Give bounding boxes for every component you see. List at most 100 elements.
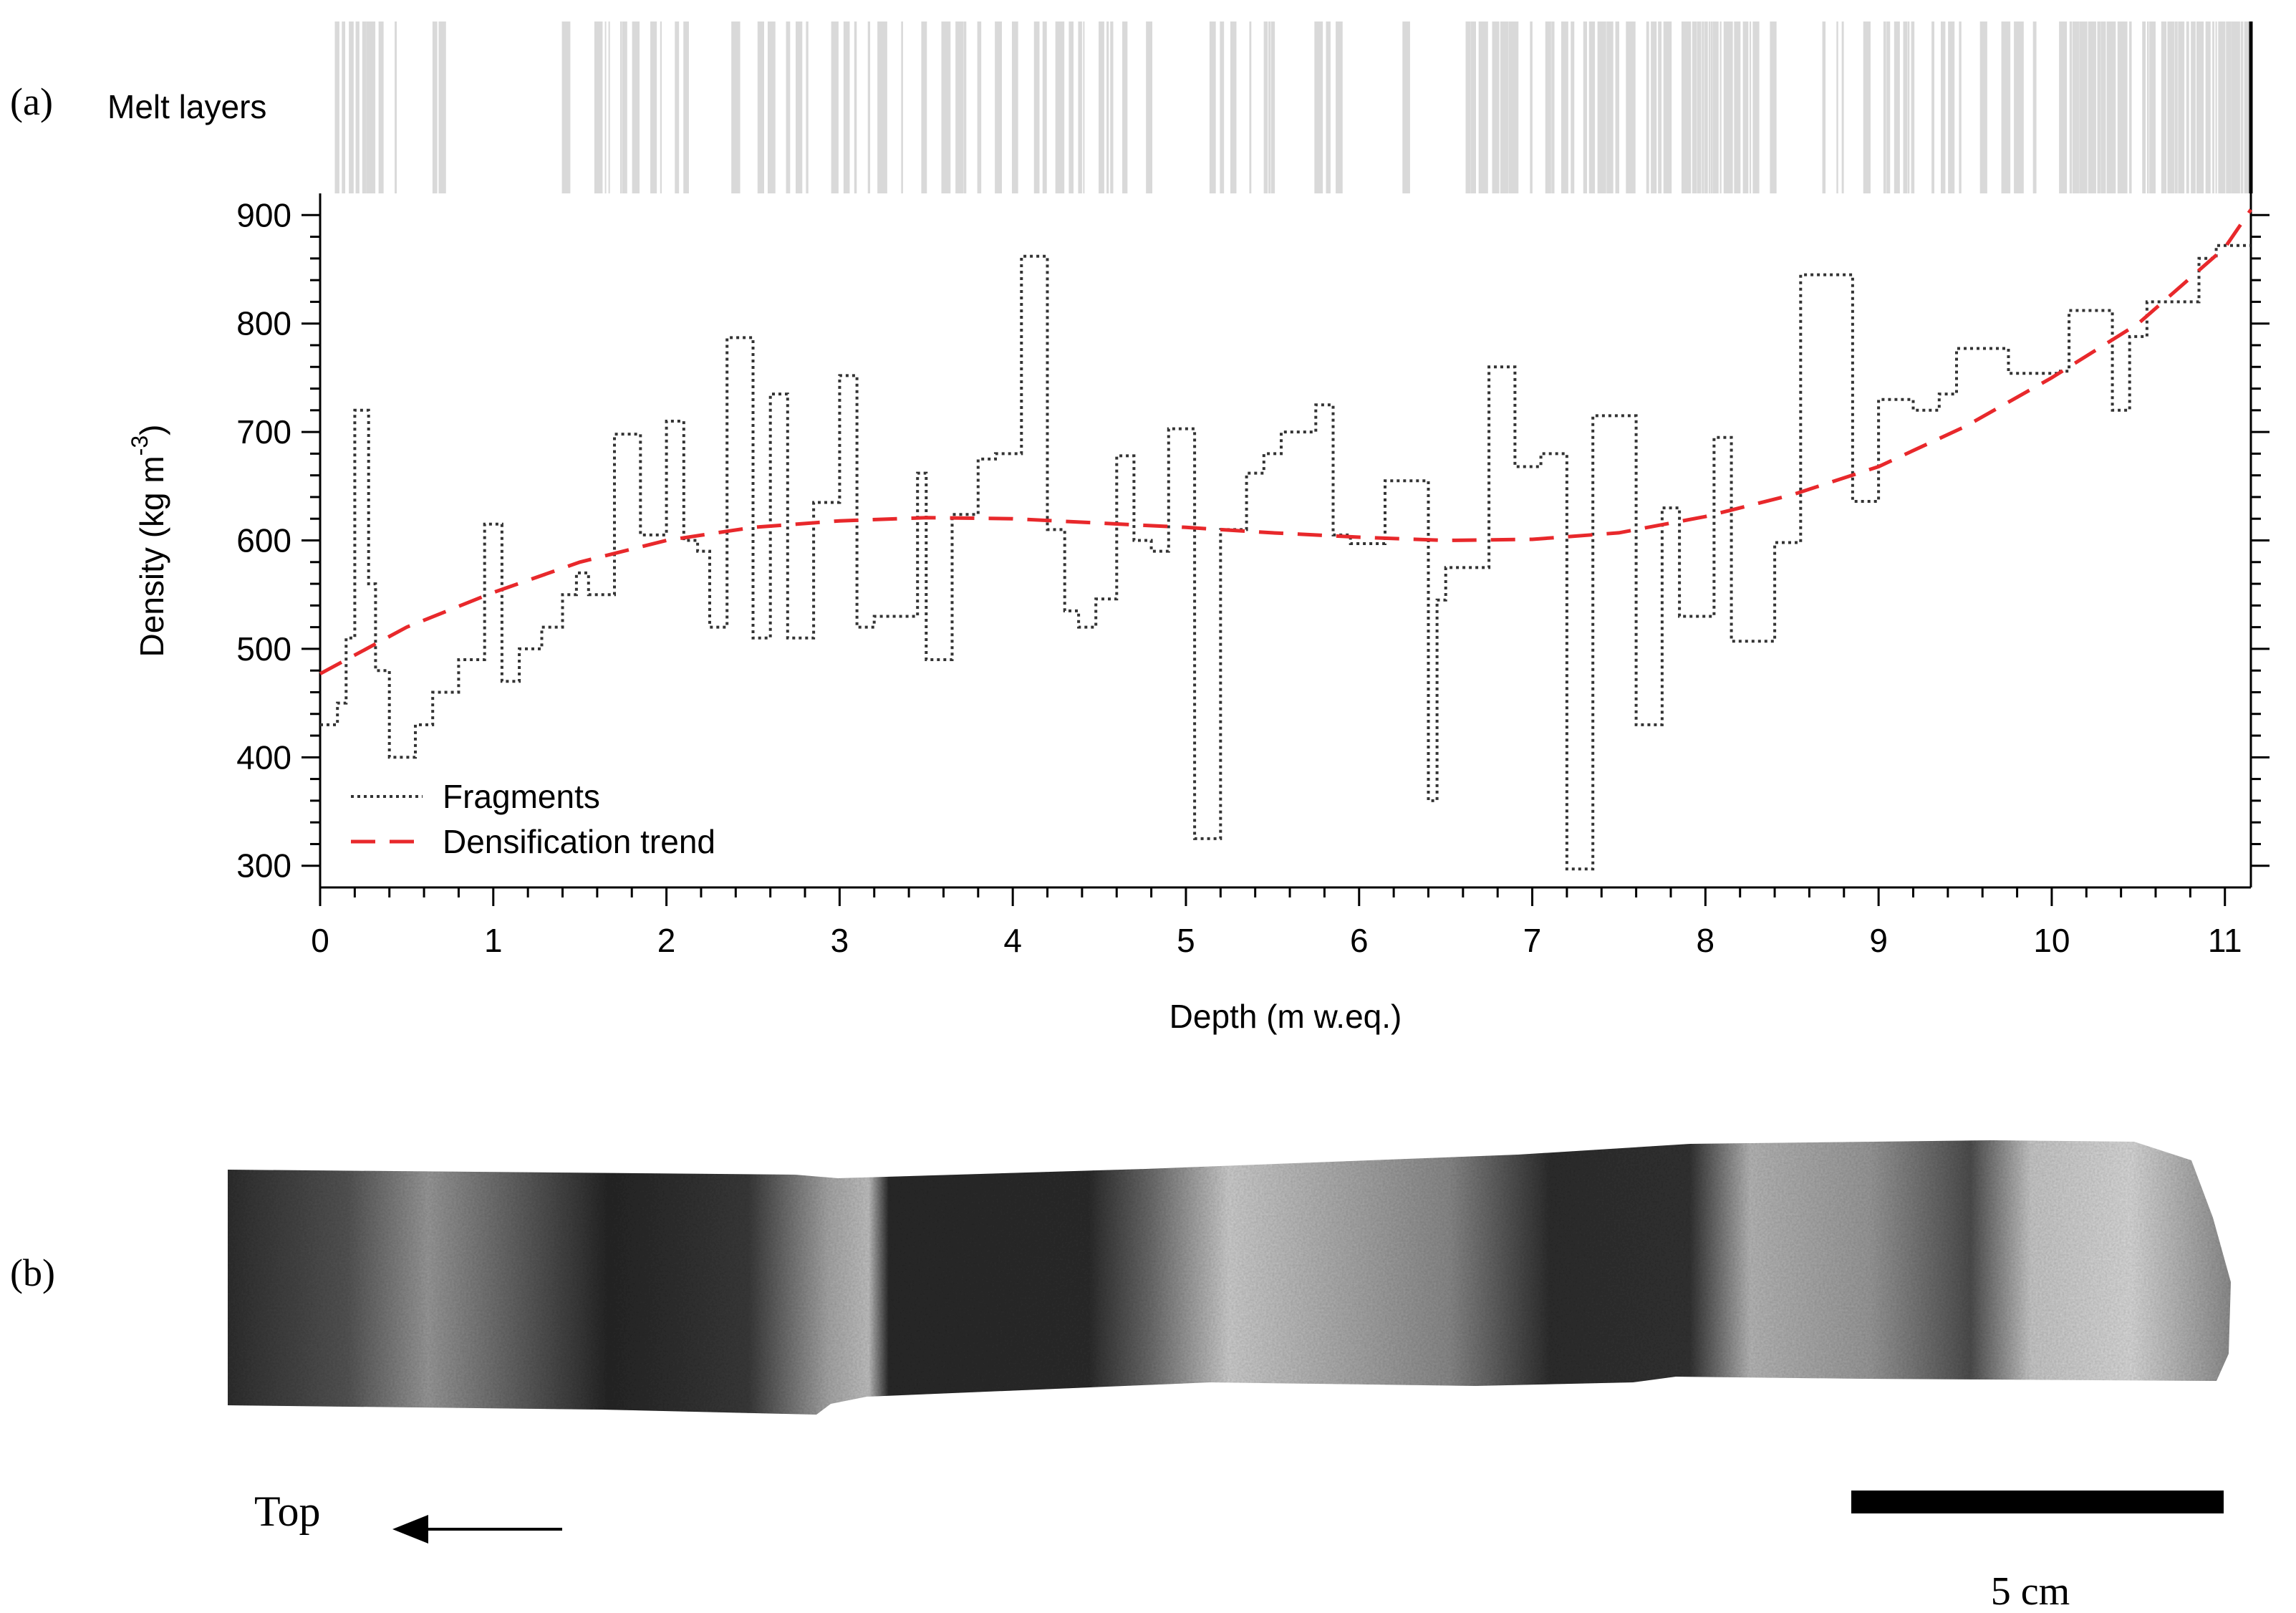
melt-layer [2059, 21, 2068, 193]
melt-layer [362, 21, 367, 193]
melt-layer [757, 21, 764, 193]
melt-layer [1470, 21, 1477, 193]
melt-layer [1561, 21, 1568, 193]
melt-layer [2149, 21, 2156, 193]
x-tick-label: 6 [1350, 922, 1369, 959]
melt-layers-label: Melt layers [107, 88, 266, 125]
melt-layer [2117, 21, 2128, 193]
melt-layer [731, 21, 741, 193]
melt-layer [854, 21, 857, 193]
x-tick-label: 0 [311, 922, 329, 959]
melt-layer [366, 21, 376, 193]
melt-layer [1336, 21, 1343, 193]
melt-layer [342, 21, 346, 193]
melt-layer [1069, 21, 1074, 193]
legend-fragments-label: Fragments [443, 778, 600, 815]
x-tick-label: 9 [1869, 922, 1888, 959]
melt-layer [1110, 21, 1114, 193]
series-densification-trend [319, 208, 2253, 675]
melt-layer [1571, 21, 1575, 193]
x-tick-label: 5 [1177, 922, 1195, 959]
melt-layer [1478, 21, 1488, 193]
melt-layer [1734, 21, 1741, 193]
melt-layer [1903, 21, 1908, 193]
melt-layer [1959, 21, 1962, 193]
melt-layer [2106, 21, 2116, 193]
melt-layer [877, 21, 887, 193]
y-axis-label-close: ) [133, 425, 170, 435]
melt-layer [1841, 21, 1844, 193]
melt-layer [438, 21, 446, 193]
melt-layer [1712, 21, 1719, 193]
melt-layer [2069, 21, 2073, 193]
melt-layer [675, 21, 680, 193]
melt-layer [1606, 21, 1614, 193]
melt-layer [1911, 21, 1915, 193]
melt-layer [1863, 21, 1871, 193]
melt-layer [1708, 21, 1711, 193]
melt-layer [2191, 21, 2196, 193]
melt-layer [1907, 21, 1910, 193]
melt-layer [619, 21, 622, 193]
y-tick-label: 400 [236, 738, 291, 776]
melt-layer [1941, 21, 1946, 193]
melt-layer [355, 21, 360, 193]
melt-layer [650, 21, 657, 193]
x-tick-label: 1 [484, 922, 503, 959]
melt-layer [2079, 21, 2088, 193]
melt-layer [2014, 21, 2024, 193]
axis-tick-labels: 0 1 2 3 4 5 6 7 8 9 10 11 300 400 500 600 700 800 900 [236, 196, 2242, 959]
melt-layer [2161, 21, 2167, 193]
melt-layer [1270, 21, 1275, 193]
ice-core-photo [228, 1140, 2231, 1415]
melt-layer [2231, 21, 2240, 193]
top-label: Top [254, 1488, 320, 1535]
melt-layer [395, 21, 397, 193]
melt-layer [622, 21, 627, 193]
y-tick-label: 800 [236, 305, 291, 342]
melt-layer [2205, 21, 2211, 193]
melt-layer [2240, 21, 2244, 193]
melt-layer [1083, 21, 1085, 193]
y-axis-label: Density (kg m-3) [127, 425, 170, 658]
melt-layer [1249, 21, 1252, 193]
melt-layer [1886, 21, 1891, 193]
melt-layer [1402, 21, 1410, 193]
melt-layer [1597, 21, 1606, 193]
melt-layer [1099, 21, 1104, 193]
melt-layer [632, 21, 640, 193]
melt-layer [1931, 21, 1935, 193]
melt-layer [2174, 21, 2178, 193]
x-tick-label: 3 [831, 922, 849, 959]
melt-layer [660, 21, 662, 193]
melt-layer [1742, 21, 1749, 193]
melt-layer [941, 21, 951, 193]
melt-layer [1042, 21, 1047, 193]
melt-layer [2186, 21, 2189, 193]
melt-layer [963, 21, 967, 193]
melt-layer [1979, 21, 1987, 193]
melt-layer [1883, 21, 1886, 193]
melt-layer [1710, 21, 1713, 193]
legend: Fragments Densification trend [351, 778, 715, 860]
x-tick-label: 8 [1697, 922, 1715, 959]
melt-layer [2072, 21, 2080, 193]
melt-layer [1663, 21, 1672, 193]
melt-layer [1500, 21, 1509, 193]
melt-layer [843, 21, 850, 193]
legend-trend-label: Densification trend [443, 823, 715, 860]
x-tick-label: 4 [1003, 922, 1022, 959]
melt-layer [1078, 21, 1082, 193]
melt-layer [2178, 21, 2185, 193]
melt-layer [867, 21, 871, 193]
melt-layer [1646, 21, 1649, 193]
melt-layer [1033, 21, 1040, 193]
melt-layer [1894, 21, 1900, 193]
melt-layer [1723, 21, 1733, 193]
melt-layer [2088, 21, 2096, 193]
melt-layer [1681, 21, 1692, 193]
melt-layer [1055, 21, 1065, 193]
melt-layer [1615, 21, 1620, 193]
melt-layer [921, 21, 927, 193]
melt-layer [1651, 21, 1657, 193]
